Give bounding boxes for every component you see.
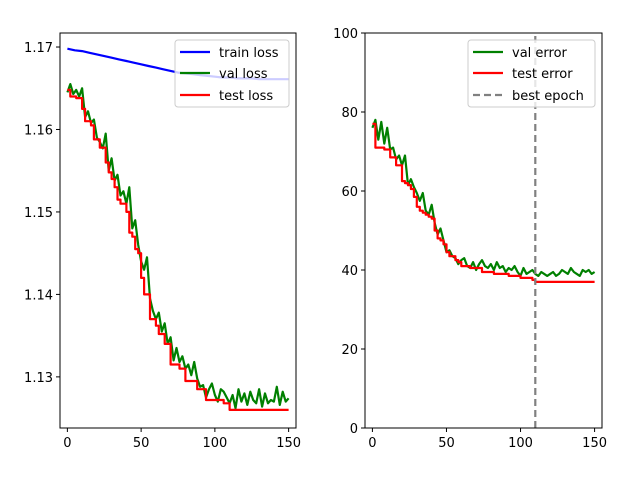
error-chart: 0 50 100 150 0 20 40 60 80 100 val error test err… (333, 27, 607, 451)
error-y-tick-label: 20 (341, 343, 358, 358)
error-axis-ticks: 0 50 100 150 0 20 40 60 80 100 (333, 27, 607, 451)
loss-axis-ticks: 0 50 100 150 1.13 1.14 1.15 1.16 1.17 (24, 41, 301, 451)
loss-y-tick-label: 1.17 (24, 41, 53, 56)
loss-x-tick-label: 0 (63, 436, 71, 451)
loss-series-val-loss (66, 82, 290, 410)
error-y-tick-label: 0 (350, 422, 358, 437)
legend-label-val-loss: val loss (219, 67, 268, 82)
error-x-tick-label: 50 (438, 436, 455, 451)
legend-label-test-loss: test loss (219, 89, 273, 104)
error-y-tick-label: 60 (341, 185, 358, 200)
error-legend-box (467, 39, 596, 108)
loss-x-tick-label: 150 (276, 436, 301, 451)
loss-legend-box (174, 39, 290, 108)
loss-x-tick-label: 50 (133, 436, 150, 451)
error-legend: val error test error best epoch (467, 39, 596, 108)
error-x-tick-label: 0 (368, 436, 376, 451)
loss-legend: train loss val loss test loss (174, 39, 290, 108)
error-x-tick-label: 150 (582, 436, 607, 451)
loss-y-tick-label: 1.16 (24, 123, 53, 138)
error-y-tick-label: 100 (333, 27, 358, 42)
error-series-test-error (372, 122, 595, 283)
loss-y-tick-label: 1.14 (24, 288, 53, 303)
loss-chart: 0 50 100 150 1.13 1.14 1.15 1.16 1.17 train loss… (24, 32, 301, 451)
loss-series-test-loss (67, 88, 289, 411)
error-y-tick-label: 40 (341, 264, 358, 279)
legend-label-test-error: test error (512, 67, 573, 82)
loss-plot-frame (59, 32, 297, 429)
error-series-layer (371, 33, 596, 428)
error-x-tick-label: 100 (508, 436, 533, 451)
loss-y-tick-label: 1.13 (24, 371, 53, 386)
error-plot-frame (364, 32, 603, 429)
loss-x-tick-label: 100 (202, 436, 227, 451)
legend-label-val-error: val error (512, 46, 568, 61)
legend-label-train-loss: train loss (219, 46, 279, 61)
legend-label-best-epoch: best epoch (512, 89, 584, 104)
error-series-val-error (371, 118, 596, 277)
error-y-tick-label: 80 (341, 106, 358, 121)
loss-y-tick-label: 1.15 (24, 206, 53, 221)
